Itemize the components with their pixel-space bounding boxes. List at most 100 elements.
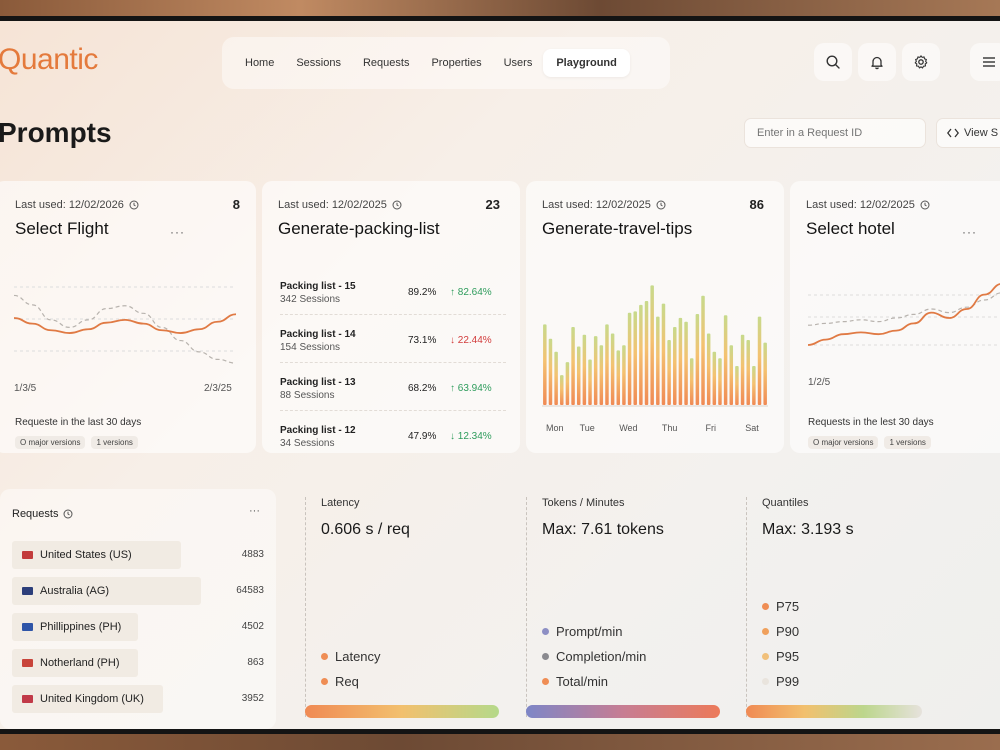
menu-icon <box>983 57 995 67</box>
x-tick-label: Thu <box>662 423 678 433</box>
card-footer: Requeste in the last 30 days <box>15 417 142 428</box>
nav-users[interactable]: Users <box>503 57 533 69</box>
last-used-text: Last used: 12/02/2026 <box>15 199 124 211</box>
packing-row[interactable]: Packing list - 15 342 Sessions 89.2% ↑ 8… <box>280 281 506 319</box>
top-nav: Home Sessions Requests Properties Users … <box>222 37 670 89</box>
country-share-bar <box>12 649 138 677</box>
more-options-icon[interactable]: ··· <box>170 225 185 239</box>
x-tick-label: Sat <box>745 423 759 433</box>
bar <box>718 358 722 405</box>
country-row[interactable]: Phillippines (PH) 4502 <box>12 613 264 641</box>
bar <box>554 351 558 405</box>
bar <box>571 327 575 405</box>
legend-dot <box>762 603 769 610</box>
flag-icon <box>22 659 33 667</box>
legend-item: P95 <box>762 649 799 664</box>
x-axis-start: 1/3/5 <box>14 383 37 394</box>
nav-sessions[interactable]: Sessions <box>296 57 341 69</box>
bar <box>548 338 553 405</box>
prompt-card-select-flight[interactable]: Last used: 12/02/2026 8 Select Flight ··… <box>0 181 256 453</box>
version-pills: O major versions 1 versions <box>808 436 931 449</box>
legend-dot <box>542 628 549 635</box>
legend-dot <box>762 628 769 635</box>
packing-row-pct: 47.9% <box>408 431 437 442</box>
more-options-icon[interactable]: ··· <box>249 505 260 517</box>
dashed-divider <box>746 497 747 717</box>
row-divider <box>280 362 506 363</box>
clock-icon <box>392 200 402 210</box>
legend-dot <box>762 678 769 685</box>
country-name: United States (US) <box>40 549 132 561</box>
bar <box>712 351 717 405</box>
packing-row-delta: ↓ 22.44% <box>450 335 492 346</box>
packing-row[interactable]: Packing list - 13 88 Sessions 68.2% ↑ 63… <box>280 377 506 415</box>
request-id-input[interactable] <box>744 118 926 148</box>
card-meta: Last used: 12/02/2025 <box>542 199 666 211</box>
country-value: 863 <box>247 657 264 668</box>
bar <box>593 336 598 405</box>
series-line-solid <box>14 313 236 334</box>
menu-button[interactable] <box>970 43 1000 81</box>
last-used-text: Last used: 12/02/2025 <box>278 199 387 211</box>
delta-value: 82.64% <box>457 287 492 298</box>
notifications-button[interactable] <box>858 43 896 81</box>
country-share-bar <box>12 577 201 605</box>
bar <box>706 333 711 405</box>
flag-icon <box>22 623 33 631</box>
metric-label: Quantiles <box>762 497 809 509</box>
legend-label: Prompt/min <box>556 624 623 639</box>
packing-row-name: Packing list - 15 <box>280 281 356 292</box>
usage-count: 23 <box>485 197 500 212</box>
packing-row[interactable]: Packing list - 12 34 Sessions 47.9% ↓ 12… <box>280 425 506 463</box>
prompt-card-packing-list[interactable]: Last used: 12/02/2025 23 Generate-packin… <box>262 181 520 453</box>
x-tick-label: Tue <box>580 423 595 433</box>
legend-dot <box>321 653 328 660</box>
country-share-bar <box>12 685 164 713</box>
bar <box>752 366 756 405</box>
x-axis-end: 2/3/25 <box>204 383 232 394</box>
country-value: 3952 <box>241 693 264 704</box>
legend-item: Completion/min <box>542 649 646 664</box>
country-share-bar <box>12 541 181 569</box>
prompt-card-select-hotel[interactable]: Last used: 12/02/2025 Select hotel ··· 1… <box>790 181 1000 453</box>
card-title: Generate-packing-list <box>278 219 440 238</box>
usage-count: 86 <box>749 197 764 212</box>
bar <box>588 359 592 405</box>
country-name: United Kingdom (UK) <box>40 693 144 705</box>
bar <box>610 333 615 405</box>
nav-requests[interactable]: Requests <box>362 57 410 69</box>
country-row[interactable]: Australia (AG) 64583 <box>12 577 264 605</box>
legend-item: Latency <box>321 649 381 664</box>
view-source-button[interactable]: View S <box>936 118 1000 148</box>
country-row[interactable]: United States (US) 4883 <box>12 541 264 569</box>
settings-button[interactable] <box>902 43 940 81</box>
app-logo[interactable]: Quantic <box>0 43 98 76</box>
last-used-text: Last used: 12/02/2025 <box>806 199 915 211</box>
bar <box>644 301 649 405</box>
packing-row[interactable]: Packing list - 14 154 Sessions 73.1% ↓ 2… <box>280 329 506 367</box>
search-button[interactable] <box>814 43 852 81</box>
bar <box>729 345 734 405</box>
country-row[interactable]: Notherland (PH) 863 <box>12 649 264 677</box>
bar <box>746 340 750 405</box>
country-row[interactable]: United Kingdom (UK) 3952 <box>12 685 264 713</box>
x-tick-label: Mon <box>546 423 564 433</box>
bar <box>735 366 739 405</box>
nav-home[interactable]: Home <box>245 57 275 69</box>
prompt-card-travel-tips[interactable]: Last used: 12/02/2025 86 Generate-travel… <box>526 181 784 453</box>
nav-properties[interactable]: Properties <box>431 57 482 69</box>
x-tick-label: Fri <box>706 423 717 433</box>
packing-row-pct: 68.2% <box>408 383 437 394</box>
bar <box>656 316 660 405</box>
nav-playground[interactable]: Playground <box>543 49 630 77</box>
bar <box>695 314 700 405</box>
card-meta: Last used: 12/02/2025 <box>806 199 930 211</box>
device-bezel-bottom <box>0 734 1000 750</box>
more-options-icon[interactable]: ··· <box>962 225 977 239</box>
legend-item: P99 <box>762 674 799 689</box>
requests-panel: Requests ··· United States (US) 4883 Aus… <box>0 489 276 729</box>
view-source-label: View S <box>964 127 999 139</box>
card-meta: Last used: 12/02/2026 <box>15 199 139 211</box>
row-divider <box>280 314 506 315</box>
gear-icon <box>914 55 928 69</box>
